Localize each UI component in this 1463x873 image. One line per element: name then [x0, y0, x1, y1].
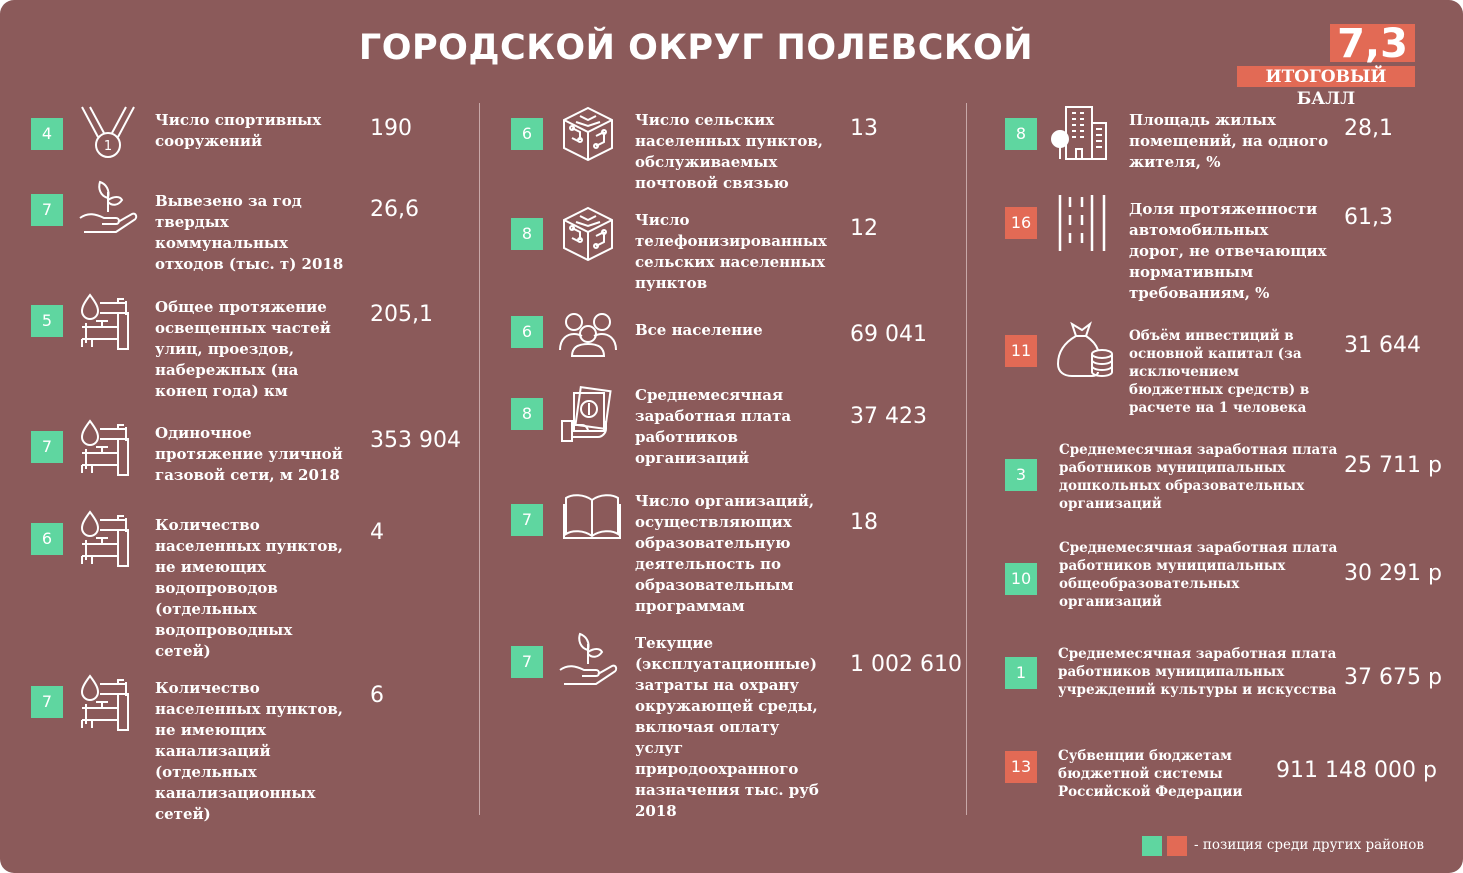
total-score-value: 7,3	[1330, 24, 1415, 64]
indicator-label: Количество населенных пунктов, не имеющих к…	[155, 679, 343, 823]
rank-badge: 8	[1005, 118, 1037, 150]
legend-red-swatch	[1167, 836, 1187, 856]
indicator-label: Текущие (эксплуатационные) затраты на охра…	[635, 634, 819, 820]
rank-badge: 6	[511, 316, 543, 348]
svg-text:1: 1	[104, 139, 112, 154]
rank-badge: 7	[31, 194, 63, 226]
legend-text: - позиция среди других районов	[1194, 837, 1425, 853]
rank-badge: 8	[511, 398, 543, 430]
indicator-label: Доля протяженности автомобильных дорог, не…	[1129, 200, 1327, 302]
rank-badge: 7	[31, 431, 63, 463]
buildings-icon	[1050, 103, 1110, 163]
rank-badge: 13	[1005, 751, 1037, 783]
indicator-value: 13	[850, 116, 878, 141]
people-group-icon	[558, 302, 618, 362]
rank-badge: 7	[511, 504, 543, 536]
rank-badge: 7	[31, 686, 63, 718]
column-divider	[966, 103, 967, 815]
indicator-label: Объём инвестиций в основной капитал (за ис…	[1129, 328, 1310, 416]
rank-badge: 4	[31, 118, 63, 150]
indicator-label: Число спортивных сооружений	[155, 111, 322, 150]
indicator-label: Площадь жилых помещений, на одного жителя,…	[1129, 111, 1329, 171]
pipeline-icon	[78, 674, 138, 734]
sprout-hand-icon	[78, 178, 138, 238]
rank-badge: 3	[1005, 459, 1037, 491]
indicator-value: 31 644	[1344, 333, 1421, 358]
rank-badge: 1	[1005, 657, 1037, 689]
indicator-value: 911 148 000 р	[1276, 758, 1437, 783]
indicator-label: Среднемесячная заработная плата работнико…	[1059, 540, 1338, 610]
indicator-label: Субвенции бюджетам бюджетной системы Росси…	[1058, 748, 1243, 800]
indicator-label: Число телефонизированных сельских населенн…	[635, 211, 827, 292]
indicator-value: 26,6	[370, 197, 419, 222]
pipeline-icon	[78, 510, 138, 570]
indicator-label: Общее протяжение освещенных частей улиц, п…	[155, 298, 331, 400]
indicator-label: Число организаций, осуществляющих образова…	[635, 492, 815, 615]
rank-badge: 10	[1005, 563, 1037, 595]
money-bag-icon	[1054, 320, 1114, 380]
network-cube-icon	[558, 204, 618, 264]
pipeline-icon	[78, 293, 138, 353]
indicator-value: 1 002 610	[850, 652, 962, 677]
rank-badge: 7	[511, 646, 543, 678]
indicator-value: 4	[370, 520, 384, 545]
indicator-value: 18	[850, 510, 878, 535]
indicator-label: Все население	[635, 321, 763, 339]
indicator-value: 61,3	[1344, 205, 1393, 230]
pipeline-icon	[78, 419, 138, 479]
indicator-value: 30 291 р	[1344, 561, 1442, 586]
medal-icon: 1	[78, 103, 138, 163]
indicator-value: 205,1	[370, 302, 433, 327]
indicator-value: 37 423	[850, 404, 927, 429]
legend-green-swatch	[1142, 836, 1162, 856]
rank-badge: 5	[31, 305, 63, 337]
indicator-label: Вывезено за год твердых коммунальных отходо…	[155, 192, 344, 273]
rank-badge: 6	[511, 118, 543, 150]
open-book-icon	[562, 486, 622, 546]
sprout-hand-icon	[558, 630, 618, 690]
indicator-value: 353 904	[370, 428, 461, 453]
rank-badge: 11	[1005, 335, 1037, 367]
indicator-label: Среднемесячная заработная плата работнико…	[1058, 646, 1337, 698]
indicator-value: 69 041	[850, 322, 927, 347]
rank-badge: 16	[1005, 207, 1037, 239]
indicator-value: 190	[370, 116, 412, 141]
indicator-value: 28,1	[1344, 116, 1393, 141]
rank-badge: 6	[31, 523, 63, 555]
column-divider	[479, 103, 480, 815]
indicator-label: Среднемесячная заработная плата работнико…	[1059, 442, 1338, 512]
indicator-value: 6	[370, 683, 384, 708]
page-title: ГОРОДСКОЙ ОКРУГ ПОЛЕВСКОЙ	[358, 28, 1034, 68]
network-cube-icon	[558, 104, 618, 164]
indicator-label: Среднемесячная заработная плата работников…	[635, 386, 792, 467]
salary-hand-icon	[558, 385, 618, 445]
indicator-value: 12	[850, 216, 878, 241]
indicator-label: Число сельских населенных пунктов, обслужи…	[635, 111, 823, 192]
road-icon	[1052, 193, 1112, 253]
indicator-value: 25 711 р	[1344, 453, 1442, 478]
total-score-label: ИТОГОВЫЙ БАЛЛ	[1237, 66, 1415, 109]
rank-badge: 8	[511, 218, 543, 250]
indicator-value: 37 675 р	[1344, 665, 1442, 690]
indicator-label: Одиночное протяжение уличной газовой сети,…	[155, 424, 343, 484]
indicator-label: Количество населенных пунктов, не имеющих в…	[155, 516, 343, 660]
